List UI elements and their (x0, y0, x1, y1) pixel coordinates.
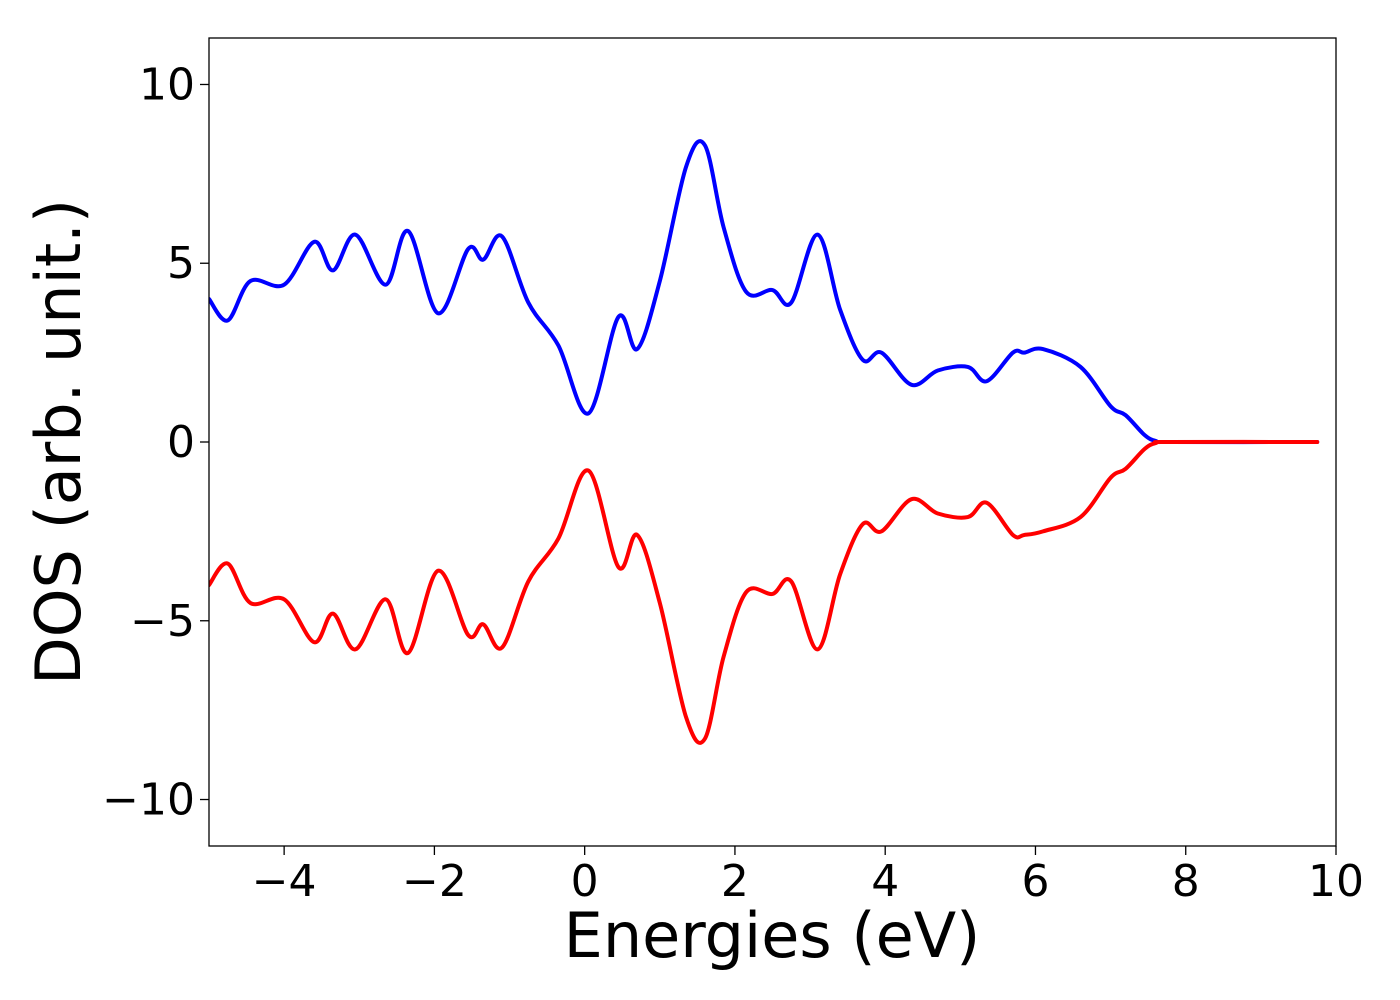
y-axis-title: DOS (arb. unit.) (22, 199, 95, 685)
x-tick-label: −2 (402, 856, 467, 907)
x-tick-label: 8 (1172, 856, 1200, 907)
y-tick-label: 0 (167, 417, 195, 468)
x-tick-label: 2 (721, 856, 749, 907)
x-tick-label: 6 (1021, 856, 1049, 907)
y-tick-label: −5 (130, 596, 195, 647)
y-tick-label: 5 (167, 238, 195, 289)
x-tick-label: 0 (571, 856, 599, 907)
y-tick-label: −10 (102, 775, 195, 826)
x-axis-title: Energies (eV) (564, 899, 981, 972)
x-tick-label: 4 (871, 856, 899, 907)
series-line-1 (209, 139, 1320, 445)
x-tick-label: −4 (252, 856, 317, 907)
series-line-2 (209, 439, 1320, 745)
x-tick-label: 10 (1308, 856, 1364, 907)
y-tick-label: 10 (139, 59, 195, 110)
